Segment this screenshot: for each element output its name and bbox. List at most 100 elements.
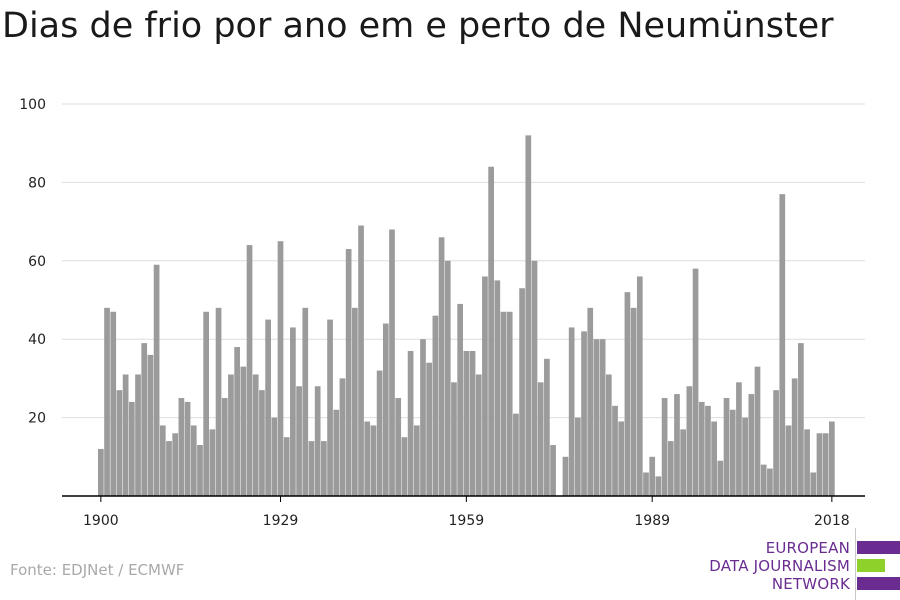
bar-1963: [488, 166, 494, 496]
bar-1935: [314, 386, 321, 496]
bar-1957: [451, 382, 457, 496]
bar-1999: [711, 421, 717, 496]
bar-1958: [457, 303, 464, 496]
bar-1949: [401, 437, 408, 496]
bar-1975: [562, 456, 569, 496]
bar-1906: [135, 374, 141, 496]
bar-1927: [265, 319, 271, 496]
bar-1979: [587, 307, 594, 496]
bar-1937: [327, 319, 333, 496]
bar-1925: [252, 374, 259, 496]
bar-1947: [389, 229, 395, 496]
bar-2016: [816, 433, 823, 496]
bar-1900: [98, 448, 104, 496]
bar-1940: [345, 249, 352, 496]
bar-1939: [339, 378, 346, 496]
x-axis: [62, 495, 865, 502]
bar-1997: [698, 401, 705, 496]
bar-1919: [215, 307, 222, 496]
bar-1918: [209, 429, 216, 496]
bar-1929: [277, 241, 284, 496]
bar-1943: [364, 421, 371, 496]
bar-2006: [754, 366, 761, 496]
bar-2009: [773, 390, 779, 496]
bar-1903: [116, 390, 123, 496]
y-tick-label-20: 20: [28, 411, 46, 427]
bar-1991: [661, 398, 668, 496]
bar-1998: [705, 405, 711, 496]
bar-1994: [680, 429, 687, 496]
chart-title: Dias de frio por ano em e perto de Neumü…: [2, 6, 834, 46]
bar-1988: [643, 472, 649, 496]
logo-divider: [855, 528, 856, 600]
bar-1964: [494, 280, 501, 496]
bar-1953: [426, 362, 433, 496]
bar-1924: [246, 245, 253, 496]
bar-1942: [358, 225, 364, 496]
bar-2001: [723, 398, 730, 496]
bar-1978: [581, 331, 587, 496]
bar-1951: [413, 425, 420, 496]
edjnet-logo: EUROPEAN DATA JOURNALISM NETWORK: [700, 528, 900, 600]
bar-1954: [432, 315, 439, 496]
bar-1911: [166, 441, 172, 496]
x-tick-label-1959: 1959: [449, 513, 485, 529]
bar-1938: [333, 409, 340, 496]
bar-1934: [308, 441, 315, 496]
bar-2017: [822, 433, 829, 496]
bar-1996: [692, 268, 699, 496]
bar-1956: [444, 260, 451, 496]
x-tick-label-1929: 1929: [263, 513, 299, 529]
bar-2008: [767, 468, 773, 496]
bar-1948: [395, 398, 402, 496]
bar-1990: [655, 476, 662, 496]
bar-1977: [575, 417, 581, 496]
y-tick-label-40: 40: [28, 332, 46, 348]
bar-1995: [686, 386, 693, 496]
bar-1908: [147, 354, 154, 496]
bar-1952: [420, 339, 426, 496]
bar-1915: [190, 425, 197, 496]
bar-1980: [593, 339, 600, 496]
bar-2007: [760, 464, 767, 496]
bar-1920: [221, 398, 228, 496]
bar-1923: [240, 366, 247, 496]
x-tick-label-1989: 1989: [634, 513, 670, 529]
bar-1901: [104, 307, 110, 496]
bar-1973: [550, 445, 556, 496]
y-tick-label-80: 80: [28, 175, 46, 191]
y-tick-label-60: 60: [28, 254, 46, 270]
bar-1941: [351, 307, 358, 496]
bar-2012: [791, 378, 798, 496]
bar-1913: [178, 398, 185, 496]
bar-1909: [153, 264, 160, 496]
logo-line-3: NETWORK: [771, 575, 850, 593]
bar-1926: [259, 390, 265, 496]
logo-bar-purple-bottom: [857, 577, 900, 590]
bar-1985: [624, 292, 631, 496]
x-tick-label-2018: 2018: [814, 513, 850, 529]
x-axis-labels: 1900 1929 1959 1989 2018: [83, 513, 850, 529]
bar-1992: [667, 441, 674, 496]
bar-1904: [122, 374, 129, 496]
bar-1976: [568, 327, 575, 496]
bar-1993: [674, 394, 680, 496]
bar-1950: [407, 350, 414, 496]
bar-1944: [370, 425, 377, 496]
bar-1955: [438, 237, 445, 496]
source-note: Fonte: EDJNet / ECMWF: [10, 561, 185, 579]
bar-1962: [482, 276, 488, 496]
bar-1967: [513, 413, 519, 496]
bar-2013: [798, 343, 804, 496]
x-tick-label-1900: 1900: [83, 513, 119, 529]
bar-1959: [463, 350, 470, 496]
bar-1968: [519, 288, 525, 496]
bar-1907: [141, 343, 148, 496]
bar-1905: [128, 401, 135, 496]
bar-1945: [376, 370, 383, 496]
bar-1983: [612, 405, 618, 496]
bar-1986: [630, 307, 637, 496]
bar-2015: [810, 472, 817, 496]
bar-2014: [804, 429, 810, 496]
y-tick-label-100: 100: [19, 97, 46, 113]
